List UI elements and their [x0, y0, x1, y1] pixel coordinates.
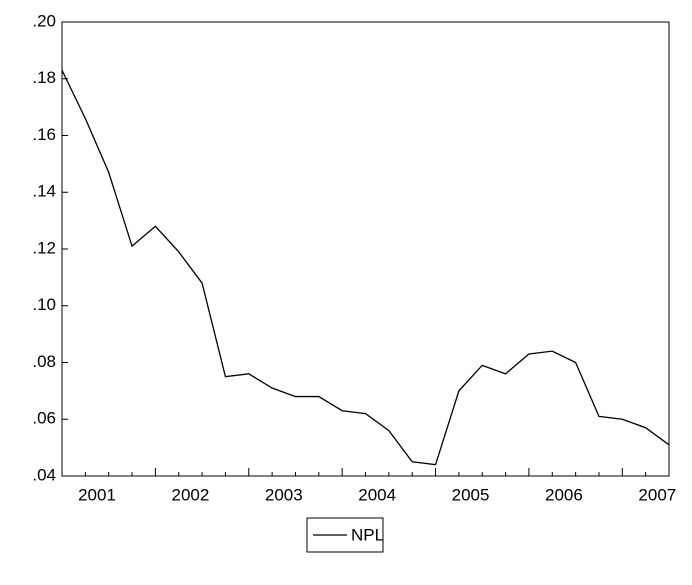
legend-label: NPL [351, 525, 384, 544]
x-tick-label: 2001 [78, 485, 116, 504]
x-tick-label: 2005 [452, 485, 490, 504]
plot-frame [61, 21, 670, 477]
y-tick-label: .12 [32, 238, 56, 257]
y-tick-label: .10 [32, 295, 56, 314]
y-tick-label: .14 [32, 182, 56, 201]
y-tick-label: .08 [32, 352, 56, 371]
y-tick-label: .04 [32, 465, 56, 484]
y-tick-label: .20 [32, 11, 56, 30]
y-tick-label: .18 [32, 68, 56, 87]
x-tick-label: 2007 [638, 485, 676, 504]
y-tick-label: .16 [32, 125, 56, 144]
x-tick-label: 2006 [545, 485, 583, 504]
data-line [61, 69, 670, 466]
y-tick-label: .06 [32, 409, 56, 428]
x-tick-label: 2003 [265, 485, 303, 504]
x-tick-label: 2004 [358, 485, 396, 504]
x-tick-label: 2002 [171, 485, 209, 504]
